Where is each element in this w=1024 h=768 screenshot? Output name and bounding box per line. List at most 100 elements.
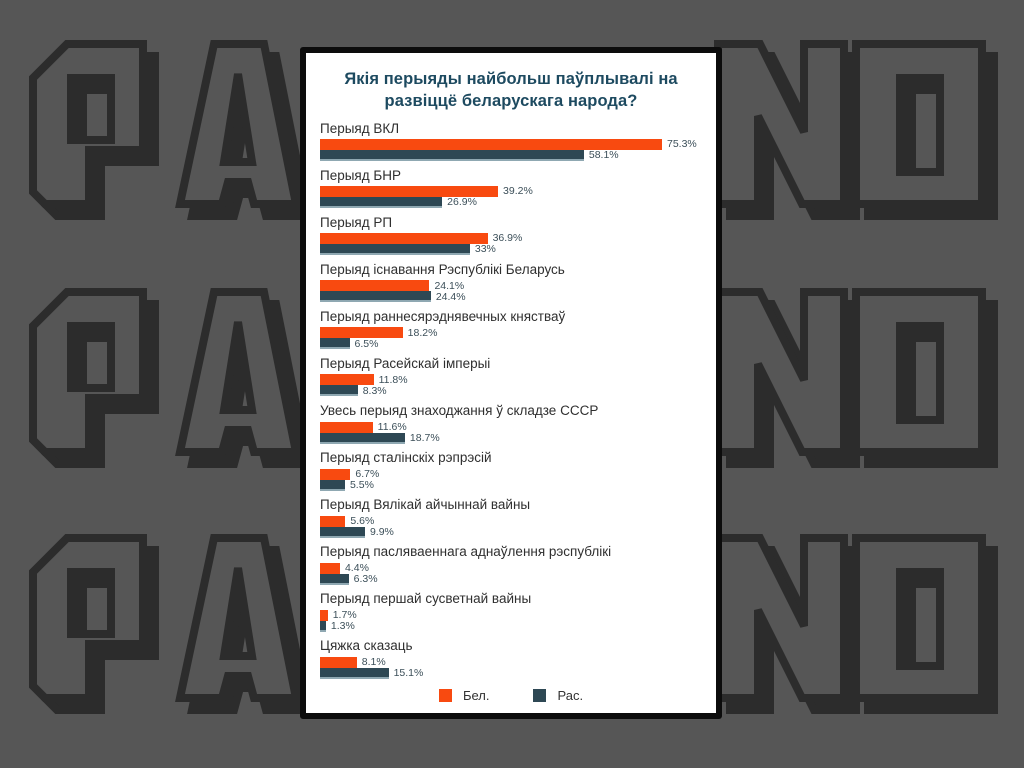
- watermark-letter: [852, 40, 998, 220]
- bar-row-bel: 1.7%: [320, 609, 702, 622]
- bar-value-ras: 24.4%: [435, 290, 466, 303]
- poll-card: Якія перыяды найбольш паўплывалі на разв…: [300, 47, 722, 719]
- category-group: Перыяд РП 36.9% 33%: [320, 215, 702, 256]
- bar-row-bel: 18.2%: [320, 326, 702, 339]
- bar-row-bel: 24.1%: [320, 279, 702, 292]
- bar-row-ras: 8.3%: [320, 384, 702, 397]
- bar-value-ras: 8.3%: [362, 384, 387, 397]
- watermark-letter: [175, 288, 313, 468]
- watermark-letter: [714, 288, 860, 468]
- bar-value-bel: 18.2%: [407, 326, 438, 339]
- category-label: Цяжка сказаць: [320, 638, 413, 654]
- bar-ras: [320, 338, 350, 350]
- category-group: Перыяд Вялікай айчыннай вайны 5.6% 9.9%: [320, 497, 702, 538]
- bar-bel: [320, 562, 340, 574]
- bar-bel: [320, 515, 346, 527]
- category-label: Перыяд пасляваеннага аднаўлення рэспублі…: [320, 544, 612, 560]
- bar-value-bel: 5.6%: [350, 514, 375, 527]
- bar-value-ras: 5.5%: [349, 478, 374, 491]
- category-label: Перыяд існавання Рэспублікі Беларусь: [320, 261, 565, 277]
- bar-ras: [320, 620, 326, 632]
- bar-value-ras: 6.5%: [354, 337, 379, 350]
- bar-row-ras: 5.5%: [320, 478, 702, 491]
- bar-bel: [320, 374, 374, 386]
- bar-ras: [320, 197, 443, 209]
- watermark-letter: [714, 534, 860, 714]
- legend: Бел. Рас.: [320, 679, 702, 707]
- bar-bel: [320, 468, 351, 480]
- category-label: Перыяд РП: [320, 214, 393, 230]
- category-group: Перыяд існавання Рэспублікі Беларусь 24.…: [320, 262, 702, 303]
- bar-value-ras: 1.3%: [330, 620, 355, 633]
- bar-ras: [320, 526, 365, 538]
- bar-bel: [320, 186, 499, 198]
- bar-row-ras: 24.4%: [320, 290, 702, 303]
- watermark-letter: [175, 40, 313, 220]
- bar-ras: [320, 479, 345, 491]
- bar-row-ras: 33%: [320, 243, 702, 256]
- bar-ras: [320, 291, 431, 303]
- bar-bel: [320, 139, 662, 151]
- category-group: Перыяд Расейскай імперыі 11.8% 8.3%: [320, 356, 702, 397]
- bar-value-ras: 18.7%: [409, 431, 440, 444]
- legend-swatch-ras: [533, 689, 547, 702]
- category-label: Перыяд сталінскіх рэпрэсій: [320, 450, 492, 466]
- bar-row-bel: 11.6%: [320, 420, 702, 433]
- legend-swatch-bel: [438, 689, 452, 702]
- legend-label-bel: Бел.: [462, 688, 490, 703]
- category-label: Увесь перыяд знаходжання ў складзе СССР: [320, 403, 599, 418]
- bar-row-bel: 39.2%: [320, 185, 702, 198]
- bar-value-ras: 26.9%: [447, 196, 477, 209]
- category-group: Перыяд ВКЛ 75.3% 58.1%: [320, 121, 702, 162]
- bar-value-ras: 15.1%: [393, 667, 424, 680]
- bar-row-ras: 6.5%: [320, 337, 702, 350]
- bar-row-ras: 1.3%: [320, 620, 702, 633]
- bar-ras: [320, 150, 584, 162]
- bar-row-bel: 75.3%: [320, 139, 702, 151]
- bar-value-bel: 36.9%: [492, 232, 523, 245]
- bar-ras: [320, 244, 470, 256]
- bar-value-bel: 8.1%: [361, 656, 386, 669]
- bar-row-ras: 18.7%: [320, 431, 702, 444]
- category-label: Перыяд БНР: [320, 167, 401, 183]
- watermark-letter: [175, 534, 313, 714]
- bar-value-bel: 11.8%: [378, 373, 408, 386]
- bar-bel: [320, 233, 488, 245]
- bar-bel: [320, 327, 403, 339]
- bar-value-bel: 24.1%: [434, 279, 465, 292]
- bar-value-bel: 39.2%: [503, 185, 533, 198]
- bar-row-ras: 15.1%: [320, 667, 702, 680]
- bar-row-ras: 26.9%: [320, 196, 702, 209]
- legend-item-ras: Рас.: [533, 688, 583, 703]
- bar-row-bel: 6.7%: [320, 467, 702, 480]
- bar-value-ras: 9.9%: [369, 525, 394, 538]
- bar-row-bel: 8.1%: [320, 656, 702, 669]
- category-group: Перыяд БНР 39.2% 26.9%: [320, 168, 702, 209]
- bar-ras: [320, 667, 389, 679]
- category-group: Увесь перыяд знаходжання ў складзе СССР …: [320, 403, 702, 444]
- bar-row-ras: 9.9%: [320, 525, 702, 538]
- bar-row-ras: 6.3%: [320, 573, 702, 585]
- bar-row-bel: 5.6%: [320, 514, 702, 527]
- legend-item-bel: Бел.: [438, 688, 490, 703]
- bar-value-bel: 11.6%: [377, 420, 407, 433]
- category-group: Перыяд раннесярэднявечных княстваў 18.2%…: [320, 309, 702, 350]
- bar-row-bel: 11.8%: [320, 373, 702, 386]
- bar-value-ras: 33%: [474, 243, 496, 256]
- watermark-letter: [29, 288, 159, 468]
- bar-value-bel: 4.4%: [344, 562, 369, 574]
- bar-bel: [320, 656, 357, 668]
- category-label: Перыяд Расейскай імперыі: [320, 355, 491, 371]
- category-label: Перыяд Вялікай айчыннай вайны: [320, 497, 531, 513]
- bar-ras: [320, 385, 358, 397]
- bar-value-ras: 58.1%: [588, 149, 619, 162]
- category-group: Перыяд пасляваеннага аднаўлення рэспублі…: [320, 544, 702, 585]
- category-label: Перыяд першай сусветнай вайны: [320, 591, 532, 607]
- bar-value-bel: 6.7%: [355, 467, 380, 480]
- poll-title: Якія перыяды найбольш паўплывалі на разв…: [344, 70, 678, 110]
- bar-ras: [320, 573, 349, 585]
- category-group: Перыяд першай сусветнай вайны 1.7% 1.3%: [320, 591, 702, 632]
- bar-value-ras: 6.3%: [353, 573, 378, 585]
- bar-value-bel: 1.7%: [332, 609, 357, 622]
